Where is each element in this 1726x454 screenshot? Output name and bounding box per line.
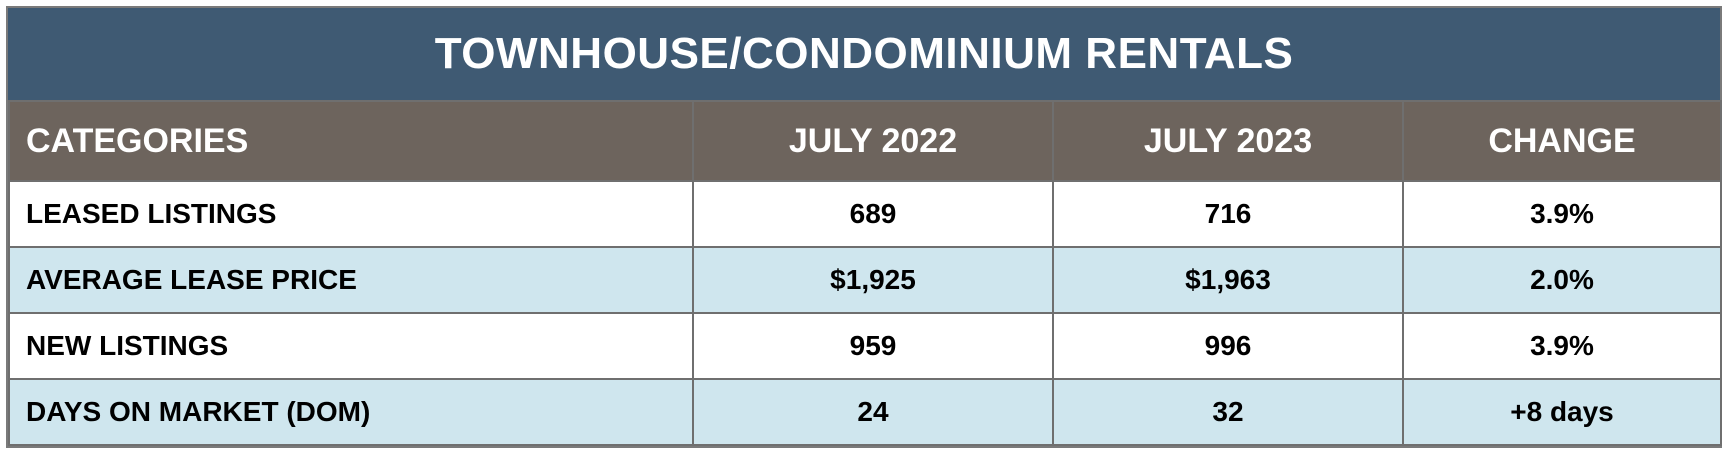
row-category: DAYS ON MARKET (DOM) (8, 378, 694, 446)
row-july-2023: 716 (1052, 180, 1404, 248)
header-change: CHANGE (1402, 100, 1722, 182)
header-row: CATEGORIES JULY 2022 JULY 2023 CHANGE (8, 100, 1722, 182)
row-category: LEASED LISTINGS (8, 180, 694, 248)
row-july-2022: 959 (692, 312, 1054, 380)
table-row: AVERAGE LEASE PRICE $1,925 $1,963 2.0% (8, 246, 1722, 314)
row-july-2023: 32 (1052, 378, 1404, 446)
table-row: LEASED LISTINGS 689 716 3.9% (8, 180, 1722, 248)
table-row: DAYS ON MARKET (DOM) 24 32 +8 days (8, 378, 1722, 446)
rentals-table: CATEGORIES JULY 2022 JULY 2023 CHANGE LE… (8, 100, 1722, 446)
row-july-2023: $1,963 (1052, 246, 1404, 314)
rentals-table-frame: TOWNHOUSE/CONDOMINIUM RENTALS CATEGORIES… (6, 6, 1722, 448)
row-july-2022: $1,925 (692, 246, 1054, 314)
row-category: AVERAGE LEASE PRICE (8, 246, 694, 314)
table-row: NEW LISTINGS 959 996 3.9% (8, 312, 1722, 380)
header-july-2023: JULY 2023 (1052, 100, 1404, 182)
row-change: 3.9% (1402, 180, 1722, 248)
row-july-2023: 996 (1052, 312, 1404, 380)
row-change: 2.0% (1402, 246, 1722, 314)
row-july-2022: 24 (692, 378, 1054, 446)
row-change: +8 days (1402, 378, 1722, 446)
header-categories: CATEGORIES (8, 100, 694, 182)
table-title: TOWNHOUSE/CONDOMINIUM RENTALS (8, 8, 1720, 100)
row-change: 3.9% (1402, 312, 1722, 380)
row-july-2022: 689 (692, 180, 1054, 248)
row-category: NEW LISTINGS (8, 312, 694, 380)
header-july-2022: JULY 2022 (692, 100, 1054, 182)
